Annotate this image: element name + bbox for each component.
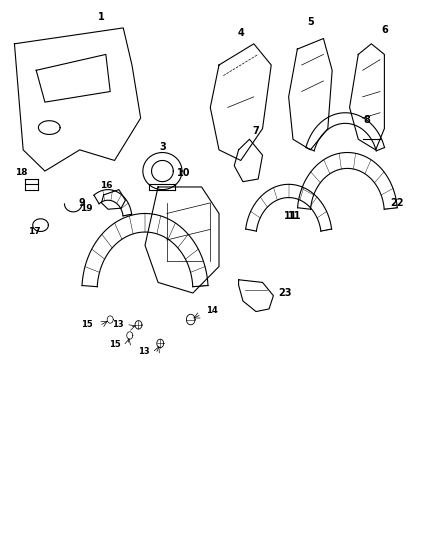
Text: 1: 1 xyxy=(98,12,105,22)
Text: 6: 6 xyxy=(381,25,388,35)
Text: 8: 8 xyxy=(364,115,371,125)
Text: 23: 23 xyxy=(278,288,291,297)
Text: 13: 13 xyxy=(112,320,123,329)
Text: 4: 4 xyxy=(237,28,244,38)
Text: 9: 9 xyxy=(78,198,85,207)
Text: 3: 3 xyxy=(159,142,166,152)
Text: 10: 10 xyxy=(177,168,191,179)
Text: 7: 7 xyxy=(253,126,259,136)
Text: 11: 11 xyxy=(284,211,297,221)
Text: 17: 17 xyxy=(28,227,40,236)
Text: 18: 18 xyxy=(15,168,27,177)
Text: 15: 15 xyxy=(81,320,93,329)
Text: 16: 16 xyxy=(99,181,112,190)
Text: 22: 22 xyxy=(391,198,404,207)
Text: 11: 11 xyxy=(288,211,302,221)
Text: 13: 13 xyxy=(138,347,149,356)
Text: 5: 5 xyxy=(307,17,314,27)
Text: 15: 15 xyxy=(110,340,121,349)
Text: 19: 19 xyxy=(80,204,92,213)
Text: 14: 14 xyxy=(206,305,218,314)
